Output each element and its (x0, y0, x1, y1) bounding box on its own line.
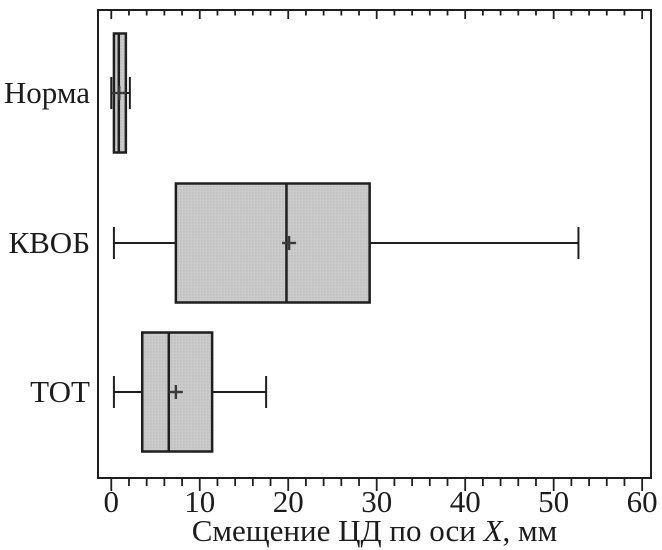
x-axis-title-suffix: , мм (502, 513, 558, 548)
x-axis-title: Смещение ЦД по оси X, мм (98, 513, 651, 549)
x-axis-title-prefix: Смещение ЦД по оси (191, 513, 484, 548)
plot-border (97, 9, 652, 479)
x-axis-title-variable: X (483, 513, 503, 548)
box-2 (174, 182, 371, 304)
category-label-norma: Норма (3, 75, 90, 110)
category-label-kvob: КВОБ (8, 225, 90, 260)
category-label-tot: ТОТ (30, 374, 90, 409)
